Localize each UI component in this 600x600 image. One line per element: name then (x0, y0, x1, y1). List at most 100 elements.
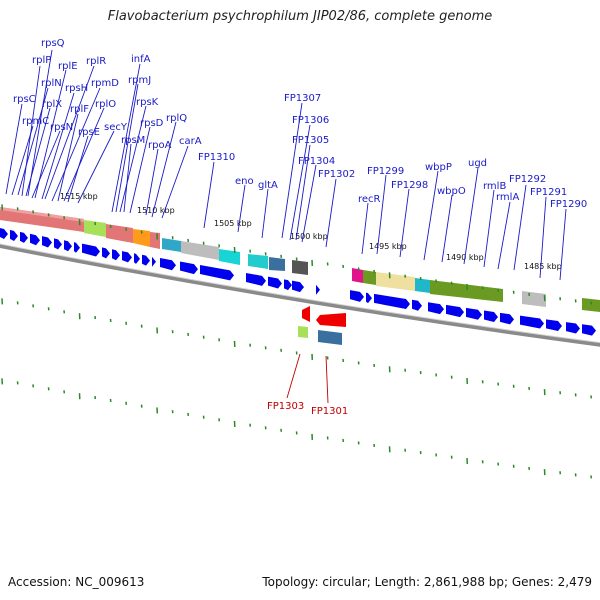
gene-label: rpsE (78, 127, 100, 138)
gene-labels-forward: rpsQ rplP rplE rplR rpsC rplN rpsH rpmD … (13, 38, 587, 210)
forward-gene-arrow (374, 293, 410, 309)
gene-label: carA (179, 136, 202, 147)
gene-label: eno (235, 176, 254, 187)
feature-block-teal-2 (248, 254, 268, 269)
forward-gene-arrow (64, 240, 72, 252)
feature-blocks-forward (0, 207, 600, 312)
scale-ticks-lower (1, 298, 593, 399)
gene-label: rmlA (496, 192, 519, 203)
gene-label: rpsQ (41, 38, 65, 49)
forward-gene-arrow (152, 256, 156, 267)
forward-gene-arrow (316, 284, 320, 295)
scale-label: 1505 kbp (214, 219, 252, 228)
feature-block-grey (181, 241, 219, 260)
gene-label: rpsD (140, 118, 164, 129)
forward-gene-arrows (0, 227, 596, 336)
reverse-block-steel (318, 330, 342, 345)
gene-label: FP1305 (292, 135, 329, 146)
gene-label: rpsN (50, 122, 73, 133)
forward-gene-arrow (246, 272, 266, 286)
reverse-arrow-FP1303 (302, 306, 310, 322)
accession-label: Accession: NC_009613 (8, 575, 145, 589)
forward-gene-arrow (74, 242, 80, 253)
gene-label: FP1290 (550, 199, 587, 210)
forward-gene-arrow (82, 243, 100, 257)
feature-block-olive (363, 270, 376, 285)
forward-gene-arrow (200, 265, 234, 281)
gene-label: rplP (32, 55, 51, 66)
gene-label: gltA (258, 180, 278, 191)
forward-gene-arrow (484, 310, 498, 323)
genome-stats: Topology: circular; Length: 2,861,988 bp… (262, 575, 592, 589)
ribosomal-block-top (0, 207, 84, 222)
reverse-block-green (298, 326, 308, 338)
scale-label: 1510 kbp (137, 206, 175, 215)
gene-label: rpmD (91, 78, 119, 89)
ribosomal-block (0, 207, 84, 232)
gene-label: rplX (42, 99, 62, 110)
gene-label: rplQ (166, 113, 187, 124)
genome-backbone-highlight (0, 243, 600, 344)
forward-gene-arrow (412, 299, 422, 311)
scale-ticks-far (1, 378, 593, 479)
feature-block-dark (292, 260, 308, 275)
gene-label: infA (131, 54, 151, 65)
gene-label: rplF (70, 104, 89, 115)
feature-blocks-reverse (298, 306, 346, 345)
forward-gene-arrow (292, 280, 304, 293)
reverse-arrow-FP1301 (316, 313, 346, 327)
gene-label: rpsH (65, 83, 88, 94)
scale-label: 1500 kbp (290, 232, 328, 241)
forward-gene-arrow (428, 302, 444, 315)
genome-backbone (0, 243, 600, 347)
feature-block-teal (219, 249, 240, 265)
gene-label: recR (358, 194, 381, 205)
gene-label: wbpO (437, 186, 466, 197)
forward-gene-arrow (466, 307, 482, 320)
forward-gene-arrow (566, 322, 580, 334)
gene-label: ugd (468, 158, 487, 169)
scale-label: 1495 kbp (369, 242, 407, 251)
forward-gene-arrow (10, 229, 18, 241)
gene-label: FP1292 (509, 174, 546, 185)
feature-block-tan (376, 272, 415, 291)
scale-ticks-upper (1, 204, 593, 305)
forward-gene-arrow (582, 324, 596, 336)
gene-label: FP1310 (198, 152, 235, 163)
gene-label: rpsK (136, 97, 159, 108)
forward-gene-arrow (180, 261, 198, 275)
gene-label-reverse: FP1303 (267, 401, 304, 412)
forward-gene-arrow (350, 290, 364, 302)
scale-label: 1485 kbp (524, 262, 562, 271)
gene-labels-reverse: FP1303 FP1301 (267, 401, 348, 417)
forward-gene-arrow (142, 254, 150, 266)
scale-label: 1515 kbp (60, 192, 98, 201)
gene-label: rpsC (13, 94, 36, 105)
feature-block-green (84, 220, 106, 237)
feature-block-red-2 (150, 232, 160, 249)
gene-label: FP1304 (298, 156, 335, 167)
gene-label: FP1298 (391, 180, 428, 191)
gene-label: FP1291 (530, 187, 567, 198)
forward-gene-arrow (20, 231, 28, 243)
gene-label: secY (104, 122, 128, 133)
gene-label: rplN (41, 78, 62, 89)
forward-gene-arrow (102, 247, 110, 259)
forward-gene-arrow (160, 257, 176, 271)
gene-label: FP1302 (318, 169, 355, 180)
feature-block-cyan (162, 238, 181, 252)
forward-gene-arrow (520, 315, 544, 329)
gene-label: FP1307 (284, 93, 321, 104)
gene-label: rplR (86, 56, 106, 67)
gene-label: FP1306 (292, 115, 329, 126)
forward-gene-arrow (284, 279, 292, 291)
forward-gene-arrow (54, 238, 62, 250)
gene-label: rpmC (22, 116, 49, 127)
gene-label: rpmJ (128, 75, 151, 86)
forward-gene-arrow (134, 253, 140, 264)
map-title: Flavobacterium psychrophilum JIP02/86, c… (107, 9, 493, 24)
forward-gene-arrow (366, 292, 372, 304)
forward-gene-arrow (122, 251, 132, 263)
gene-label: rpoA (148, 140, 172, 151)
